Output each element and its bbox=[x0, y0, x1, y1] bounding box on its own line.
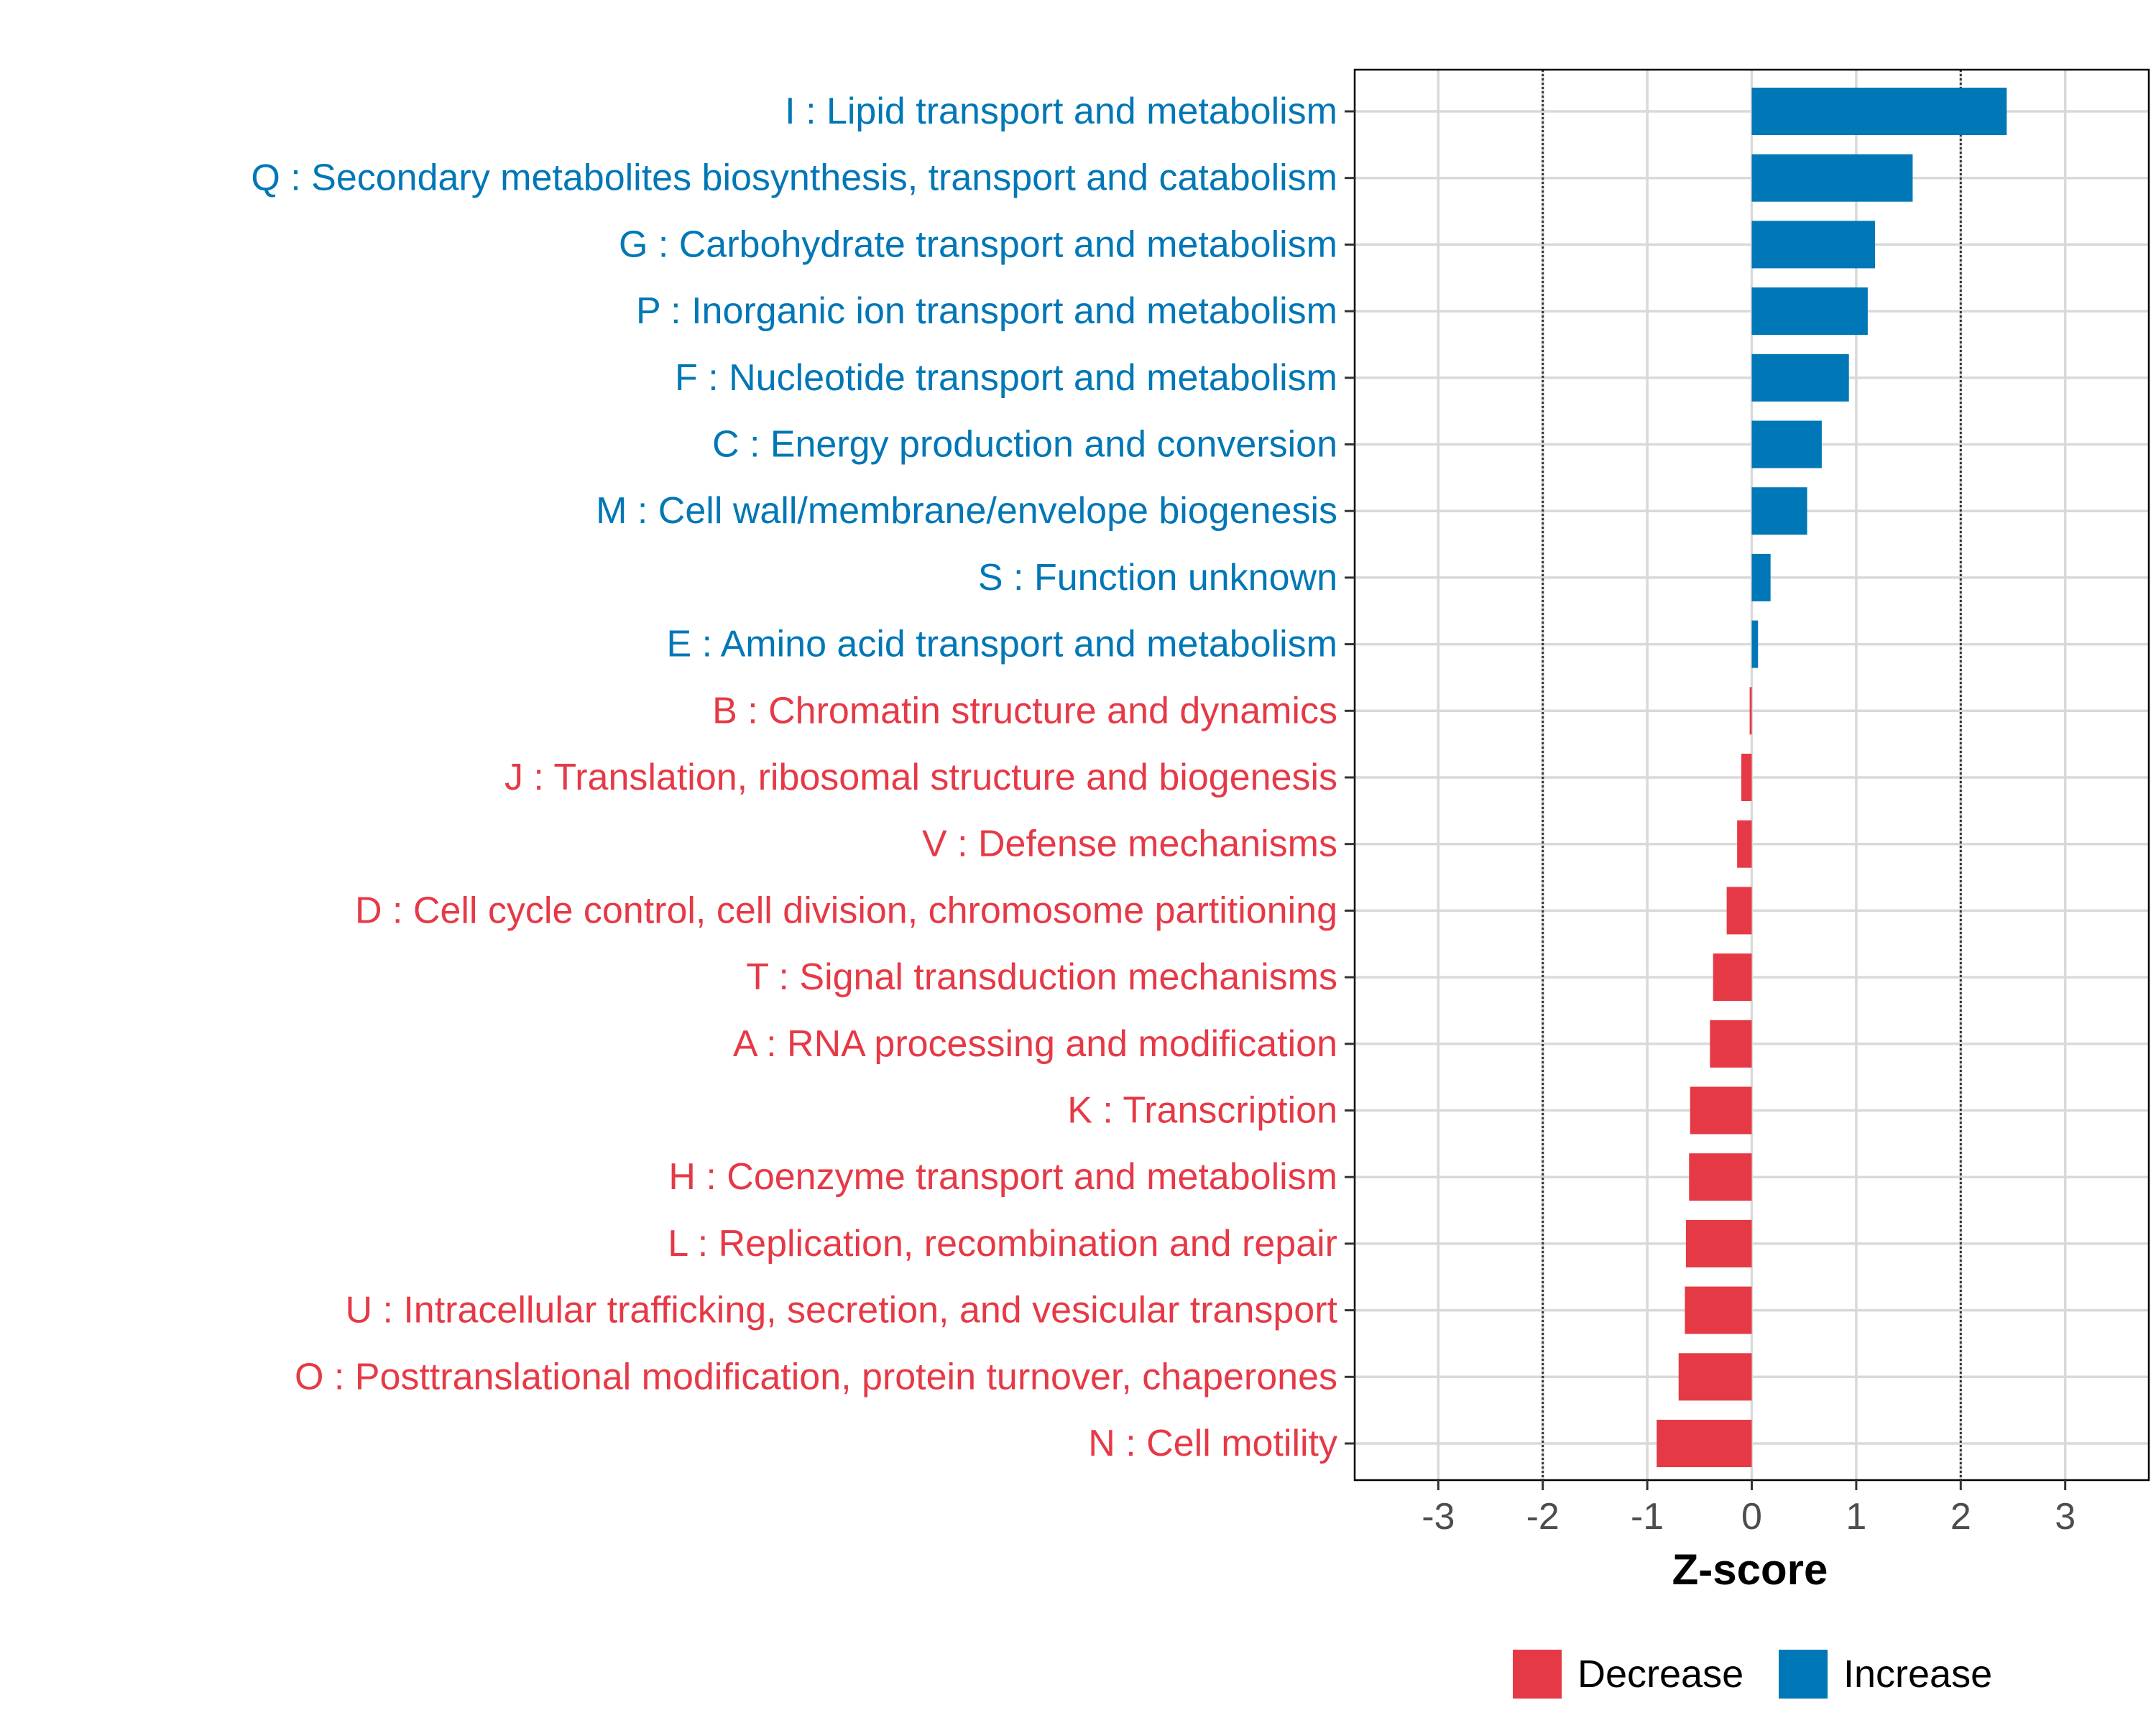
bar bbox=[1685, 1286, 1752, 1334]
bar bbox=[1657, 1420, 1752, 1467]
x-tick-label: 1 bbox=[1846, 1496, 1866, 1538]
category-label: E : Amino acid transport and metabolism bbox=[666, 624, 1337, 665]
bar bbox=[1737, 820, 1752, 868]
x-tick-label: 2 bbox=[1950, 1496, 1971, 1538]
bar bbox=[1751, 487, 1807, 535]
bar bbox=[1710, 1020, 1752, 1068]
category-labels: I : Lipid transport and metabolism Q : Se… bbox=[251, 91, 1355, 1464]
category-label: V : Defense mechanisms bbox=[922, 823, 1337, 865]
bar bbox=[1751, 287, 1868, 336]
category-label: B : Chromatin structure and dynamics bbox=[712, 690, 1337, 731]
category-label: Q : Secondary metabolites biosynthesis, … bbox=[251, 157, 1337, 199]
bar bbox=[1713, 953, 1752, 1002]
x-axis-ticks: -3 -2 -1 0 1 2 3 bbox=[1422, 1480, 2076, 1538]
bar bbox=[1751, 154, 1913, 202]
x-tick-label: 3 bbox=[2055, 1496, 2076, 1538]
category-label: F : Nucleotide transport and metabolism bbox=[675, 357, 1337, 399]
category-label: P : Inorganic ion transport and metaboli… bbox=[636, 290, 1337, 332]
bar bbox=[1685, 1219, 1752, 1267]
legend-label: Decrease bbox=[1577, 1653, 1743, 1696]
x-axis-title: Z-score bbox=[1672, 1546, 1828, 1594]
x-tick-label: -1 bbox=[1631, 1496, 1664, 1538]
category-label: H : Coenzyme transport and metabolism bbox=[668, 1156, 1337, 1198]
category-label: N : Cell motility bbox=[1088, 1423, 1337, 1464]
legend-swatch bbox=[1779, 1650, 1828, 1699]
category-label: I : Lipid transport and metabolism bbox=[785, 91, 1337, 132]
category-label: C : Energy production and conversion bbox=[712, 424, 1337, 466]
legend: Decrease Increase bbox=[1513, 1650, 1992, 1699]
category-label: L : Replication, recombination and repai… bbox=[668, 1223, 1337, 1265]
bar bbox=[1689, 1153, 1752, 1201]
bar bbox=[1678, 1353, 1752, 1401]
bar bbox=[1726, 887, 1752, 935]
x-tick-label: 0 bbox=[1741, 1496, 1762, 1538]
bars bbox=[1657, 88, 2007, 1467]
bar bbox=[1690, 1086, 1752, 1135]
category-label: G : Carbohydrate transport and metabolis… bbox=[619, 223, 1337, 265]
bar bbox=[1741, 754, 1752, 801]
bar bbox=[1751, 88, 2007, 135]
category-label: J : Translation, ribosomal structure and… bbox=[505, 757, 1337, 798]
bar bbox=[1751, 354, 1849, 402]
x-tick-label: -3 bbox=[1422, 1496, 1455, 1538]
legend-label: Increase bbox=[1843, 1653, 1992, 1696]
legend-swatch bbox=[1513, 1650, 1562, 1699]
category-label: O : Posttranslational modification, prot… bbox=[295, 1356, 1337, 1397]
category-label: T : Signal transduction mechanisms bbox=[746, 956, 1337, 998]
bar bbox=[1751, 553, 1771, 601]
bar bbox=[1751, 620, 1759, 668]
category-label: U : Intracellular trafficking, secretion… bbox=[345, 1290, 1337, 1331]
category-label: K : Transcription bbox=[1067, 1090, 1337, 1132]
category-label: A : RNA processing and modification bbox=[733, 1023, 1337, 1065]
bar bbox=[1751, 420, 1822, 468]
bar bbox=[1751, 221, 1876, 269]
category-label: D : Cell cycle control, cell division, c… bbox=[355, 890, 1337, 931]
bar bbox=[1749, 687, 1752, 735]
category-label: S : Function unknown bbox=[978, 557, 1337, 599]
category-label: M : Cell wall/membrane/envelope biogenes… bbox=[596, 490, 1337, 532]
x-tick-label: -2 bbox=[1526, 1496, 1560, 1538]
